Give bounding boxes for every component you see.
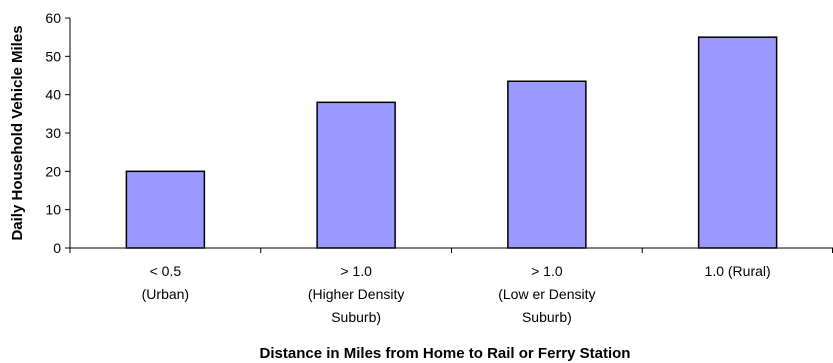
category-label: < 0.5 (Urban) [142,263,189,302]
bar [125,170,206,249]
bar [697,36,778,249]
y-tick-label: 10 [45,202,61,218]
category-label: > 1.0 (Low er Density Suburb) [498,263,595,325]
y-tick-label: 60 [45,10,61,26]
y-tick-label: 20 [45,163,61,179]
y-tick-label: 40 [45,87,61,103]
category-label: > 1.0 (Higher Density Suburb) [308,263,404,325]
y-tick-label: 0 [53,240,61,256]
bar [316,101,396,249]
y-axis: 0 10 20 30 40 50 60 [45,10,70,256]
x-axis-label: Distance in Miles from Home to Rail or F… [260,345,631,362]
y-axis-label: Daily Household Vehicle Miles [9,25,26,240]
x-axis: < 0.5 (Urban) > 1.0 (Higher Density Suburb) >… [142,263,771,325]
bar [507,80,587,249]
y-tick-label: 30 [45,125,61,141]
y-tick-label: 50 [45,48,61,64]
category-label: 1.0 (Rural) [705,263,771,279]
bars [125,36,778,249]
